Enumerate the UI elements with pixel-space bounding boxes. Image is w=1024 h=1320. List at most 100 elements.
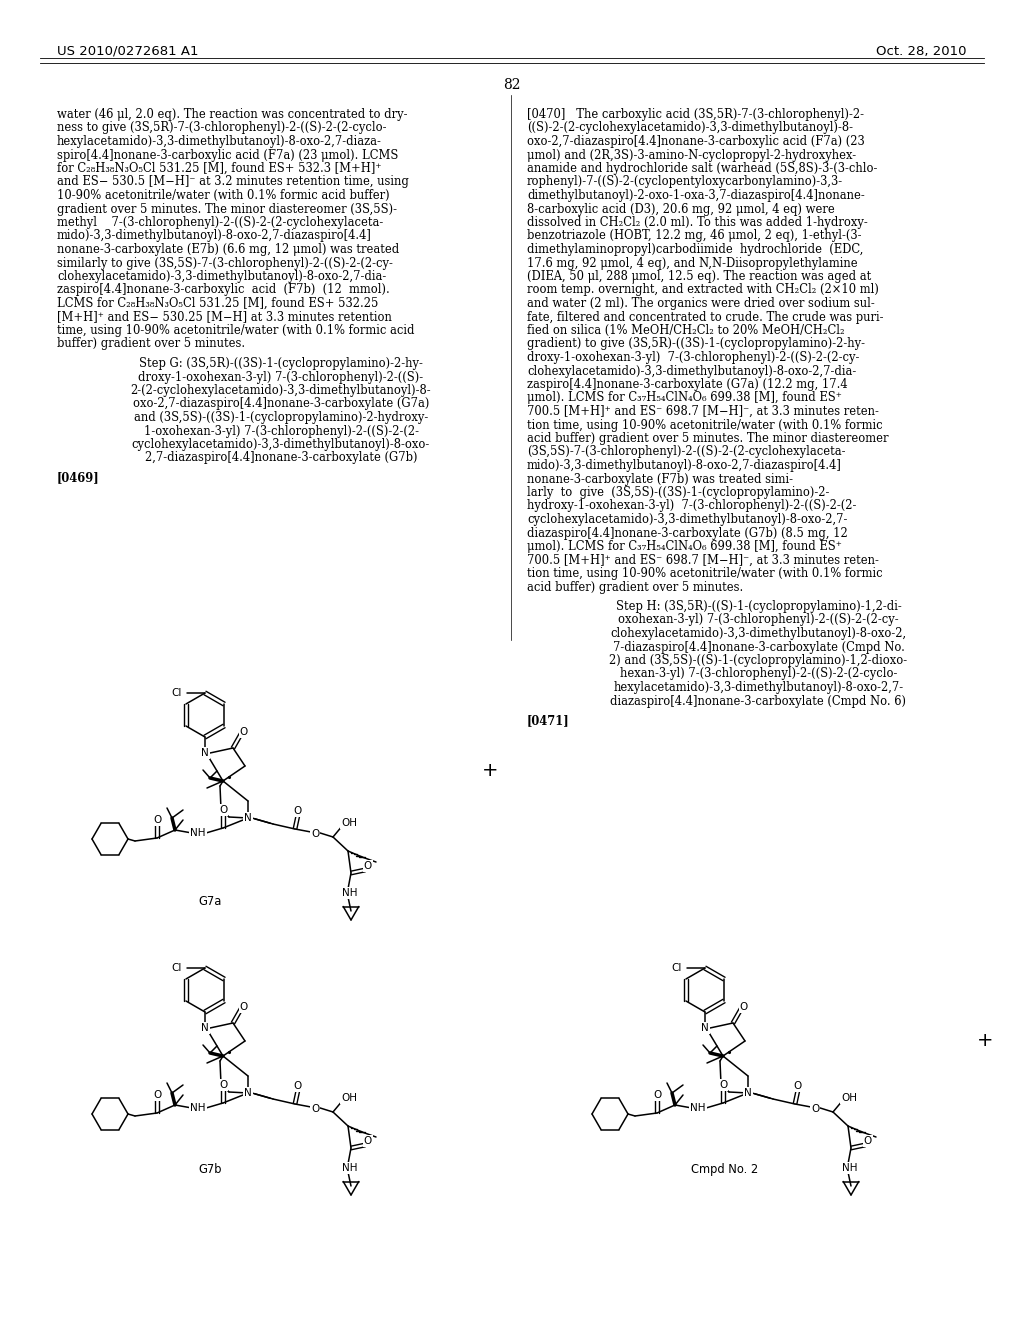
Text: O: O [311, 829, 319, 840]
Text: O: O [294, 807, 302, 816]
Text: gradient) to give (3S,5R)-((3S)-1-(cyclopropylamino)-2-hy-: gradient) to give (3S,5R)-((3S)-1-(cyclo… [527, 338, 865, 351]
Text: zaspiro[4.4]nonane-3-carboxylic  acid  (F7b)  (12  mmol).: zaspiro[4.4]nonane-3-carboxylic acid (F7… [57, 284, 390, 297]
Text: gradient over 5 minutes. The minor diastereomer (3S,5S)-: gradient over 5 minutes. The minor diast… [57, 202, 397, 215]
Text: mido)-3,3-dimethylbutanoyl)-8-oxo-2,7-diazaspiro[4.4]: mido)-3,3-dimethylbutanoyl)-8-oxo-2,7-di… [527, 459, 842, 473]
Text: ness to give (3S,5R)-7-(3-chlorophenyl)-2-((S)-2-(2-cyclo-: ness to give (3S,5R)-7-(3-chlorophenyl)-… [57, 121, 386, 135]
Text: O: O [864, 1137, 872, 1146]
Text: μmol) and (2R,3S)-3-amino-N-cyclopropyl-2-hydroxyhex-: μmol) and (2R,3S)-3-amino-N-cyclopropyl-… [527, 149, 856, 161]
Text: OH: OH [341, 1093, 357, 1104]
Text: anamide and hydrochloride salt (warhead (5S,8S)-3-(3-chlo-: anamide and hydrochloride salt (warhead … [527, 162, 878, 176]
Text: OH: OH [341, 818, 357, 828]
Text: μmol). LCMS for C₃₇H₅₄ClN₄O₆ 699.38 [M], found ES⁺: μmol). LCMS for C₃₇H₅₄ClN₄O₆ 699.38 [M],… [527, 392, 842, 404]
Text: hexylacetamido)-3,3-dimethylbutanoyl)-8-oxo-2,7-diaza-: hexylacetamido)-3,3-dimethylbutanoyl)-8-… [57, 135, 382, 148]
Text: O: O [153, 814, 161, 825]
Text: O: O [294, 1081, 302, 1092]
Text: similarly to give (3S,5S)-7-(3-chlorophenyl)-2-((S)-2-(2-cy-: similarly to give (3S,5S)-7-(3-chlorophe… [57, 256, 393, 269]
Text: Cl: Cl [672, 964, 682, 973]
Text: 17.6 mg, 92 μmol, 4 eq), and N,N-Diisopropylethylamine: 17.6 mg, 92 μmol, 4 eq), and N,N-Diisopr… [527, 256, 858, 269]
Text: O: O [719, 1080, 727, 1090]
Text: LCMS for C₂₈H₃₈N₃O₅Cl 531.25 [M], found ES+ 532.25: LCMS for C₂₈H₃₈N₃O₅Cl 531.25 [M], found … [57, 297, 379, 310]
Text: NH: NH [843, 1163, 858, 1173]
Text: zaspiro[4.4]nonane-3-carboxylate (G7a) (12.2 mg, 17.4: zaspiro[4.4]nonane-3-carboxylate (G7a) (… [527, 378, 848, 391]
Text: mido)-3,3-dimethylbutanoyl)-8-oxo-2,7-diazaspiro[4.4]: mido)-3,3-dimethylbutanoyl)-8-oxo-2,7-di… [57, 230, 372, 243]
Text: and ES− 530.5 [M−H]⁻ at 3.2 minutes retention time, using: and ES− 530.5 [M−H]⁻ at 3.2 minutes rete… [57, 176, 409, 189]
Text: (3S,5S)-7-(3-chlorophenyl)-2-((S)-2-(2-cyclohexylaceta-: (3S,5S)-7-(3-chlorophenyl)-2-((S)-2-(2-c… [527, 446, 846, 458]
Text: G7b: G7b [199, 1163, 222, 1176]
Text: Step H: (3S,5R)-((S)-1-(cyclopropylamino)-1,2-di-: Step H: (3S,5R)-((S)-1-(cyclopropylamino… [615, 601, 901, 612]
Text: clohexylacetamido)-3,3-dimethylbutanoyl)-8-oxo-2,7-dia-: clohexylacetamido)-3,3-dimethylbutanoyl)… [527, 364, 856, 378]
Text: room temp. overnight, and extracted with CH₂Cl₂ (2×10 ml): room temp. overnight, and extracted with… [527, 284, 879, 297]
Text: diazaspiro[4.4]nonane-3-carboxylate (Cmpd No. 6): diazaspiro[4.4]nonane-3-carboxylate (Cmp… [610, 694, 906, 708]
Text: hexylacetamido)-3,3-dimethylbutanoyl)-8-oxo-2,7-: hexylacetamido)-3,3-dimethylbutanoyl)-8-… [613, 681, 903, 694]
Text: dimethylbutanoyl)-2-oxo-1-oxa-3,7-diazaspiro[4.4]nonane-: dimethylbutanoyl)-2-oxo-1-oxa-3,7-diazas… [527, 189, 864, 202]
Text: droxy-1-oxohexan-3-yl)  7-(3-chlorophenyl)-2-((S)-2-(2-cy-: droxy-1-oxohexan-3-yl) 7-(3-chlorophenyl… [527, 351, 859, 364]
Text: ((S)-2-(2-cyclohexylacetamido)-3,3-dimethylbutanoyl)-8-: ((S)-2-(2-cyclohexylacetamido)-3,3-dimet… [527, 121, 853, 135]
Text: O: O [364, 861, 372, 871]
Text: O: O [240, 1002, 248, 1012]
Text: NH: NH [690, 1104, 706, 1113]
Text: O: O [311, 1104, 319, 1114]
Text: N: N [244, 813, 252, 822]
Text: fate, filtered and concentrated to crude. The crude was puri-: fate, filtered and concentrated to crude… [527, 310, 884, 323]
Text: NH: NH [342, 888, 357, 898]
Text: NH: NH [190, 828, 206, 838]
Text: 8-carboxylic acid (D3), 20.6 mg, 92 μmol, 4 eq) were: 8-carboxylic acid (D3), 20.6 mg, 92 μmol… [527, 202, 835, 215]
Text: time, using 10-90% acetonitrile/water (with 0.1% formic acid: time, using 10-90% acetonitrile/water (w… [57, 323, 415, 337]
Text: Cl: Cl [172, 964, 182, 973]
Text: [0470]   The carboxylic acid (3S,5R)-7-(3-chlorophenyl)-2-: [0470] The carboxylic acid (3S,5R)-7-(3-… [527, 108, 864, 121]
Text: clohexylacetamido)-3,3-dimethylbutanoyl)-8-oxo-2,: clohexylacetamido)-3,3-dimethylbutanoyl)… [610, 627, 906, 640]
Text: dissolved in CH₂Cl₂ (2.0 ml). To this was added 1-hydroxy-: dissolved in CH₂Cl₂ (2.0 ml). To this wa… [527, 216, 867, 228]
Text: water (46 μl, 2.0 eq). The reaction was concentrated to dry-: water (46 μl, 2.0 eq). The reaction was … [57, 108, 408, 121]
Text: cyclohexylacetamido)-3,3-dimethylbutanoyl)-8-oxo-2,7-: cyclohexylacetamido)-3,3-dimethylbutanoy… [527, 513, 848, 525]
Text: +: + [977, 1031, 993, 1049]
Text: N: N [244, 1088, 252, 1098]
Text: US 2010/0272681 A1: US 2010/0272681 A1 [57, 45, 199, 58]
Text: O: O [219, 1080, 227, 1090]
Text: 2) and (3S,5S)-((S)-1-(cyclopropylamino)-1,2-dioxo-: 2) and (3S,5S)-((S)-1-(cyclopropylamino)… [609, 653, 907, 667]
Text: tion time, using 10-90% acetonitrile/water (with 0.1% formic: tion time, using 10-90% acetonitrile/wat… [527, 568, 883, 579]
Text: O: O [219, 805, 227, 814]
Text: NH: NH [190, 1104, 206, 1113]
Text: hexan-3-yl) 7-(3-chlorophenyl)-2-((S)-2-(2-cyclo-: hexan-3-yl) 7-(3-chlorophenyl)-2-((S)-2-… [620, 668, 897, 681]
Text: 10-90% acetonitrile/water (with 0.1% formic acid buffer): 10-90% acetonitrile/water (with 0.1% for… [57, 189, 389, 202]
Text: 1-oxohexan-3-yl) 7-(3-chlorophenyl)-2-((S)-2-(2-: 1-oxohexan-3-yl) 7-(3-chlorophenyl)-2-((… [143, 425, 419, 437]
Text: OH: OH [841, 1093, 857, 1104]
Text: dimethylaminopropyl)carbodiimide  hydrochloride  (EDC,: dimethylaminopropyl)carbodiimide hydroch… [527, 243, 863, 256]
Text: 700.5 [M+H]⁺ and ES⁻ 698.7 [M−H]⁻, at 3.3 minutes reten-: 700.5 [M+H]⁺ and ES⁻ 698.7 [M−H]⁻, at 3.… [527, 405, 879, 418]
Text: and (3S,5S)-((3S)-1-(cyclopropylamino)-2-hydroxy-: and (3S,5S)-((3S)-1-(cyclopropylamino)-2… [134, 411, 428, 424]
Text: diazaspiro[4.4]nonane-3-carboxylate (G7b) (8.5 mg, 12: diazaspiro[4.4]nonane-3-carboxylate (G7b… [527, 527, 848, 540]
Text: and water (2 ml). The organics were dried over sodium sul-: and water (2 ml). The organics were drie… [527, 297, 874, 310]
Text: N: N [201, 748, 209, 758]
Text: NH: NH [342, 1163, 357, 1173]
Text: O: O [811, 1104, 819, 1114]
Text: buffer) gradient over 5 minutes.: buffer) gradient over 5 minutes. [57, 338, 245, 351]
Text: larly  to  give  (3S,5S)-((3S)-1-(cyclopropylamino)-2-: larly to give (3S,5S)-((3S)-1-(cycloprop… [527, 486, 829, 499]
Text: cyclohexylacetamido)-3,3-dimethylbutanoyl)-8-oxo-: cyclohexylacetamido)-3,3-dimethylbutanoy… [132, 438, 430, 451]
Text: oxo-2,7-diazaspiro[4.4]nonane-3-carboxylate (G7a): oxo-2,7-diazaspiro[4.4]nonane-3-carboxyl… [133, 397, 429, 411]
Text: 700.5 [M+H]⁺ and ES⁻ 698.7 [M−H]⁻, at 3.3 minutes reten-: 700.5 [M+H]⁺ and ES⁻ 698.7 [M−H]⁻, at 3.… [527, 553, 879, 566]
Text: 7-diazaspiro[4.4]nonane-3-carboxylate (Cmpd No.: 7-diazaspiro[4.4]nonane-3-carboxylate (C… [612, 640, 904, 653]
Text: O: O [240, 727, 248, 737]
Text: methyl    7-(3-chlorophenyl)-2-((S)-2-(2-cyclohexylaceta-: methyl 7-(3-chlorophenyl)-2-((S)-2-(2-cy… [57, 216, 383, 228]
Text: O: O [653, 1090, 662, 1100]
Text: Oct. 28, 2010: Oct. 28, 2010 [877, 45, 967, 58]
Text: μmol). LCMS for C₃₇H₅₄ClN₄O₆ 699.38 [M], found ES⁺: μmol). LCMS for C₃₇H₅₄ClN₄O₆ 699.38 [M],… [527, 540, 842, 553]
Text: Step G: (3S,5R)-((3S)-1-(cyclopropylamino)-2-hy-: Step G: (3S,5R)-((3S)-1-(cyclopropylamin… [139, 356, 423, 370]
Text: for C₂₈H₃₈N₃O₅Cl 531.25 [M], found ES+ 532.3 [M+H]⁺: for C₂₈H₃₈N₃O₅Cl 531.25 [M], found ES+ 5… [57, 162, 382, 176]
Text: oxo-2,7-diazaspiro[4.4]nonane-3-carboxylic acid (F7a) (23: oxo-2,7-diazaspiro[4.4]nonane-3-carboxyl… [527, 135, 864, 148]
Text: [M+H]⁺ and ES− 530.25 [M−H] at 3.3 minutes retention: [M+H]⁺ and ES− 530.25 [M−H] at 3.3 minut… [57, 310, 392, 323]
Text: +: + [481, 760, 499, 780]
Text: tion time, using 10-90% acetonitrile/water (with 0.1% formic: tion time, using 10-90% acetonitrile/wat… [527, 418, 883, 432]
Text: [0469]: [0469] [57, 471, 99, 484]
Text: hydroxy-1-oxohexan-3-yl)  7-(3-chlorophenyl)-2-((S)-2-(2-: hydroxy-1-oxohexan-3-yl) 7-(3-chlorophen… [527, 499, 856, 512]
Text: O: O [794, 1081, 802, 1092]
Text: 2-(2-cyclohexylacetamido)-3,3-dimethylbutanoyl)-8-: 2-(2-cyclohexylacetamido)-3,3-dimethylbu… [131, 384, 431, 397]
Text: fied on silica (1% MeOH/CH₂Cl₂ to 20% MeOH/CH₂Cl₂: fied on silica (1% MeOH/CH₂Cl₂ to 20% Me… [527, 323, 845, 337]
Text: 82: 82 [503, 78, 521, 92]
Text: O: O [740, 1002, 749, 1012]
Text: nonane-3-carboxylate (F7b) was treated simi-: nonane-3-carboxylate (F7b) was treated s… [527, 473, 793, 486]
Text: acid buffer) gradient over 5 minutes.: acid buffer) gradient over 5 minutes. [527, 581, 743, 594]
Text: G7a: G7a [199, 895, 221, 908]
Text: [0471]: [0471] [527, 714, 569, 727]
Text: O: O [364, 1137, 372, 1146]
